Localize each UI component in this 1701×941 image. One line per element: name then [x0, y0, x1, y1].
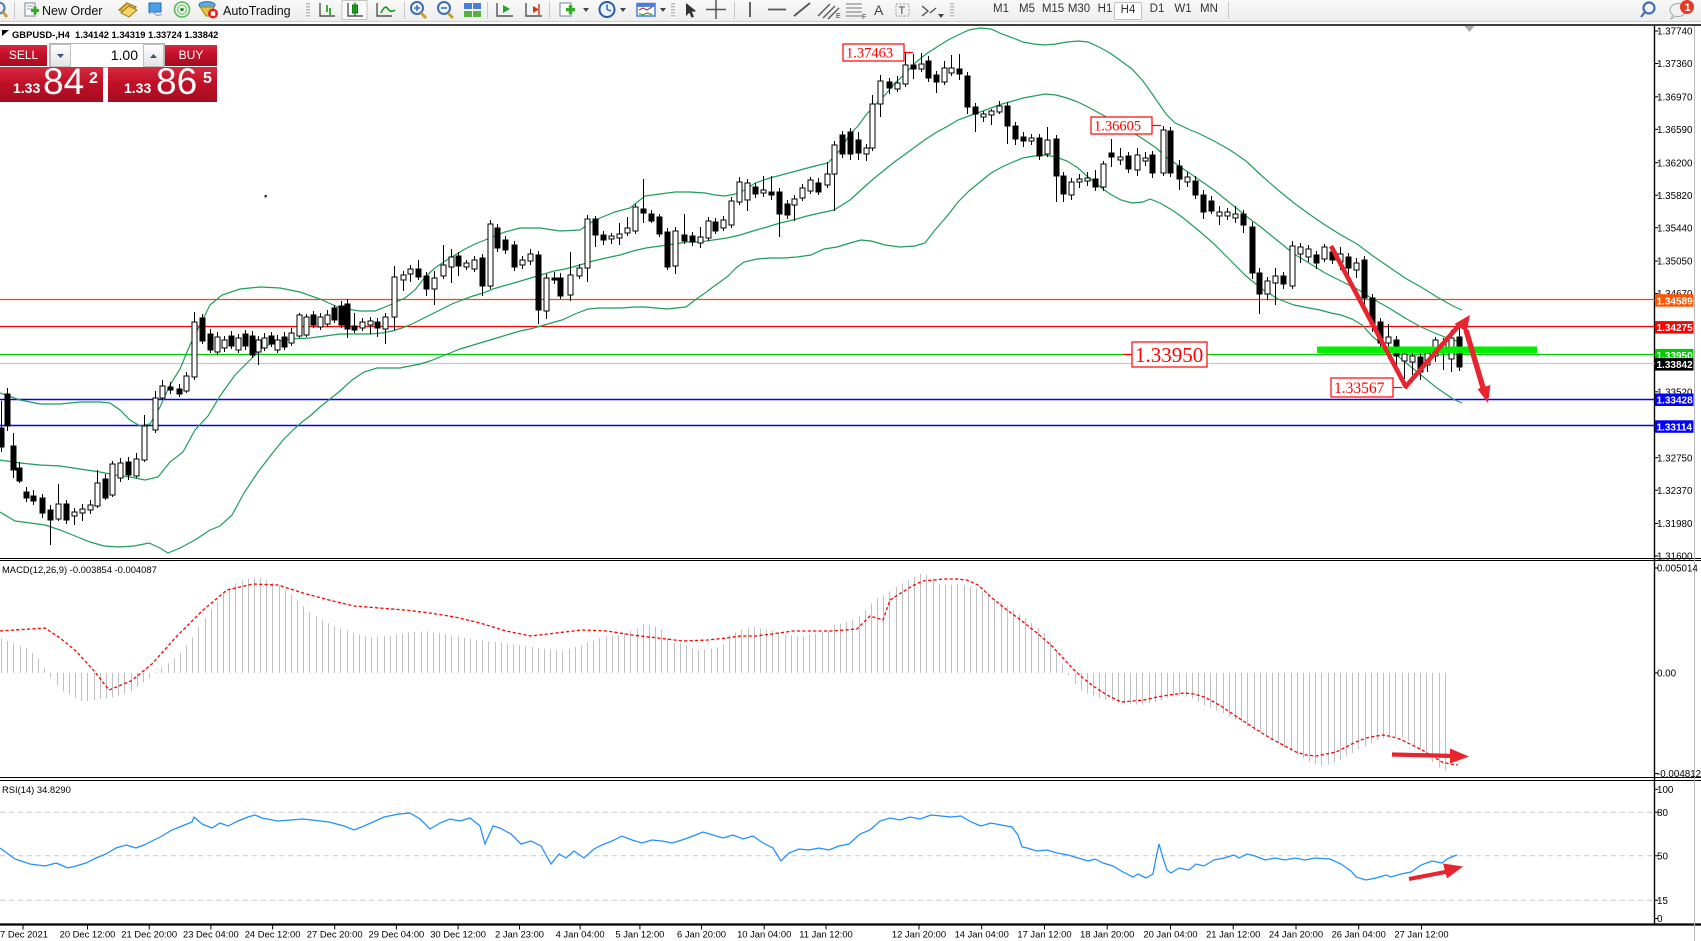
- svg-text:1.33950: 1.33950: [1657, 351, 1694, 362]
- svg-text:26 Jan 04:00: 26 Jan 04:00: [1332, 929, 1386, 940]
- svg-text:17 Jan 12:00: 17 Jan 12:00: [1017, 929, 1071, 940]
- svg-text:1.35440: 1.35440: [1657, 223, 1693, 234]
- svg-text:1: 1: [1685, 2, 1691, 14]
- svg-text:1.33520: 1.33520: [1657, 388, 1693, 399]
- svg-text:20 Jan 04:00: 20 Jan 04:00: [1143, 929, 1197, 940]
- svg-text:1.32370: 1.32370: [1657, 486, 1693, 497]
- svg-text:1.33567: 1.33567: [1334, 380, 1385, 397]
- svg-text:50: 50: [1657, 852, 1668, 863]
- svg-text:11 Jan 12:00: 11 Jan 12:00: [799, 929, 853, 940]
- svg-text:6 Jan 20:00: 6 Jan 20:00: [677, 929, 726, 940]
- svg-text:21 Dec 20:00: 21 Dec 20:00: [121, 929, 177, 940]
- svg-text:1.36590: 1.36590: [1657, 125, 1693, 136]
- svg-text:-0.004812: -0.004812: [1657, 769, 1701, 780]
- svg-text:5 Jan 12:00: 5 Jan 12:00: [615, 929, 664, 940]
- svg-text:F: F: [862, 14, 866, 21]
- svg-text:GBPUSD-,H4 1.34142 1.34319 1.: GBPUSD-,H4 1.34142 1.34319 1.33724 1.338…: [12, 29, 218, 40]
- svg-text:2 Jan 23:00: 2 Jan 23:00: [495, 929, 544, 940]
- svg-text:1.33950: 1.33950: [1135, 343, 1203, 367]
- svg-text:E: E: [836, 13, 841, 20]
- svg-text:1.33114: 1.33114: [1657, 422, 1693, 433]
- svg-text:20 Dec 12:00: 20 Dec 12:00: [60, 929, 116, 940]
- svg-text:29 Dec 04:00: 29 Dec 04:00: [369, 929, 425, 940]
- svg-text:10 Jan 04:00: 10 Jan 04:00: [737, 929, 791, 940]
- svg-text:RSI(14) 34.8290: RSI(14) 34.8290: [2, 784, 71, 795]
- svg-text:1.31980: 1.31980: [1657, 519, 1693, 530]
- svg-text:1.33842: 1.33842: [1657, 360, 1694, 371]
- svg-text:1.36200: 1.36200: [1657, 158, 1693, 169]
- svg-text:1.37463: 1.37463: [846, 46, 893, 62]
- svg-text:23 Dec 04:00: 23 Dec 04:00: [183, 929, 239, 940]
- svg-text:30 Dec 12:00: 30 Dec 12:00: [430, 929, 486, 940]
- svg-text:1.34589: 1.34589: [1657, 296, 1694, 307]
- svg-text:7 Dec 2021: 7 Dec 2021: [0, 929, 48, 940]
- svg-text:1.31600: 1.31600: [1657, 552, 1693, 563]
- svg-text:0.005014: 0.005014: [1657, 564, 1698, 575]
- svg-text:1.37740: 1.37740: [1657, 27, 1693, 38]
- svg-text:15: 15: [1657, 896, 1668, 907]
- svg-text:0.00: 0.00: [1657, 669, 1677, 680]
- svg-text:18 Jan 20:00: 18 Jan 20:00: [1080, 929, 1134, 940]
- svg-text:1.36605: 1.36605: [1094, 119, 1141, 135]
- svg-text:1.37360: 1.37360: [1657, 59, 1693, 70]
- svg-text:0: 0: [1657, 914, 1663, 925]
- svg-text:14 Jan 04:00: 14 Jan 04:00: [955, 929, 1009, 940]
- svg-text:27 Dec 20:00: 27 Dec 20:00: [307, 929, 363, 940]
- svg-text:MACD(12,26,9) -0.003854 -0.004: MACD(12,26,9) -0.003854 -0.004087: [2, 564, 157, 575]
- svg-text:21 Jan 12:00: 21 Jan 12:00: [1206, 929, 1260, 940]
- svg-text:1.33428: 1.33428: [1657, 396, 1694, 407]
- svg-text:1.34275: 1.34275: [1657, 323, 1694, 334]
- svg-text:1.32750: 1.32750: [1657, 453, 1693, 464]
- svg-text:100: 100: [1657, 785, 1674, 796]
- svg-text:24 Dec 12:00: 24 Dec 12:00: [245, 929, 301, 940]
- svg-text:27 Jan 12:00: 27 Jan 12:00: [1394, 929, 1448, 940]
- svg-text:4 Jan 04:00: 4 Jan 04:00: [556, 929, 605, 940]
- svg-text:24 Jan 20:00: 24 Jan 20:00: [1269, 929, 1323, 940]
- svg-text:80: 80: [1657, 808, 1668, 819]
- svg-text:1.36970: 1.36970: [1657, 93, 1693, 104]
- svg-text:12 Jan 20:00: 12 Jan 20:00: [892, 929, 946, 940]
- svg-text:T: T: [899, 5, 906, 17]
- svg-text:A: A: [874, 2, 884, 18]
- svg-text:1.35050: 1.35050: [1657, 257, 1693, 268]
- svg-text:1.35820: 1.35820: [1657, 191, 1693, 202]
